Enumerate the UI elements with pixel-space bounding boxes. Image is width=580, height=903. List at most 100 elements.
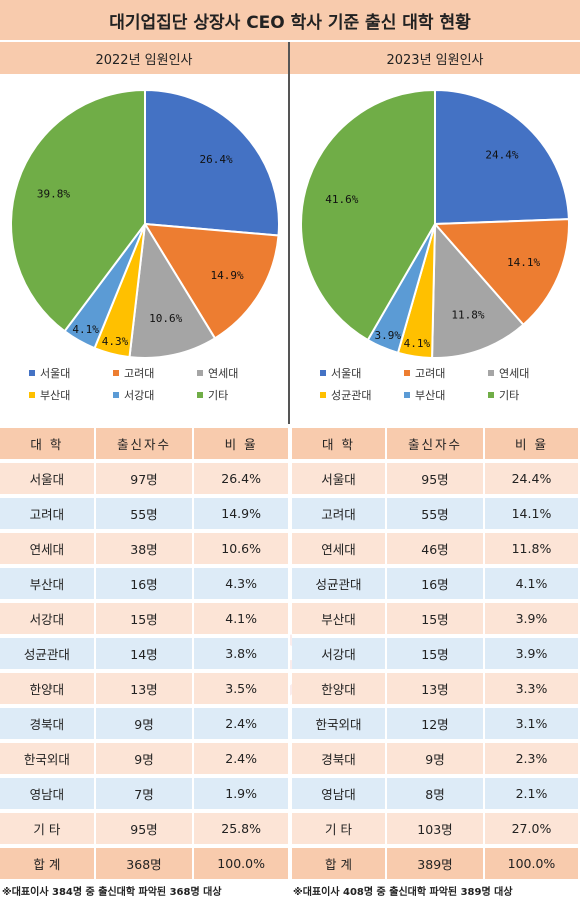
table-cell: 서강대 [292,638,388,673]
table-cell: 기 타 [0,813,96,848]
legend-swatch [113,392,119,398]
table-cell: 46명 [387,533,485,568]
table-cell: 고려대 [292,498,388,533]
pie-slice [432,218,570,327]
table-cell: 경북대 [292,743,388,778]
table-row: 서강대 15명 4.1% [0,603,290,638]
table-cell: 2.3% [484,743,580,778]
table-cell: 3.8% [194,638,290,673]
table-cell: 11.8% [484,533,580,568]
table-cell: 7명 [95,778,195,813]
table-row: 서강대 15명 3.9% [292,638,580,673]
legend-item: 성균관대 [320,387,382,403]
table-cell: 기 타 [292,813,388,848]
table-cell: 16명 [95,568,195,603]
table-cell: 55명 [387,498,485,533]
legend-item: 고려대 [404,365,466,381]
table-cell: 13명 [95,673,195,708]
legend-swatch [197,392,203,398]
table-cell: 95명 [95,813,195,848]
table-cell: 14.9% [194,498,290,533]
table-cell: 368명 [95,848,195,883]
chart-2022: 2022년 임원인사 26.4% 14.9% 10.6% 4.3% 4.1% 39.8% … [0,42,288,424]
table-cell: 26.4% [194,463,290,498]
pie-slice [10,88,146,333]
table-total-row: 합 계 368명 100.0% [0,848,290,883]
table-cell: 서울대 [292,463,388,498]
table-cell: 경북대 [0,708,96,743]
table-row: 연세대 46명 11.8% [292,533,580,568]
table-cell: 연세대 [0,533,96,568]
table-cell: 97명 [95,463,195,498]
table-row: 기 타 103명 27.0% [292,813,580,848]
table-row: 고려대 55명 14.1% [292,498,580,533]
legend-swatch [29,370,35,376]
table-row: 서울대 95명 24.4% [292,463,580,498]
table-header-row: 대 학 출신자수 비 율 [292,428,580,463]
legend-swatch [113,370,119,376]
legend-label: 고려대 [415,367,446,380]
table-row: 성균관대 14명 3.8% [0,638,290,673]
table-cell: 성균관대 [0,638,96,673]
table-cell: 한양대 [0,673,96,708]
legend-item: 서울대 [320,365,382,381]
table-cell: 9명 [95,743,195,778]
column-header: 대 학 [292,428,388,463]
data-label: 26.4% [200,153,233,166]
table-cell: 25.8% [194,813,290,848]
legend-item: 부산대 [29,387,91,403]
legend-label: 성균관대 [331,389,372,402]
legend-label: 연세대 [499,367,530,380]
data-label: 4.3% [102,335,129,348]
pie-slice [143,222,280,340]
table-cell: 합 계 [0,848,96,883]
table-cell: 합 계 [292,848,388,883]
divider [288,42,290,424]
table-cell: 103명 [387,813,485,848]
chart-title: 2022년 임원인사 [0,42,288,74]
table-cell: 1.9% [194,778,290,813]
data-label: 11.8% [451,309,484,322]
table-cell: 부산대 [0,568,96,603]
footnote: ※대표이사 408명 중 출신대학 파악된 389명 대상 [293,887,513,898]
data-label: 14.1% [507,256,540,269]
table-2022: 대 학 출신자수 비 율 서울대 97명 26.4% 고려대 55명 14.9% 연세대 38명 10… [0,428,290,883]
table-cell: 389명 [387,848,485,883]
data-label: 3.9% [375,329,402,342]
table-cell: 서울대 [0,463,96,498]
legend-label: 기타 [208,389,229,402]
legend-item: 서울대 [29,365,91,381]
legend-item: 서강대 [113,387,175,403]
table-cell: 2.4% [194,743,290,778]
table-row: 경북대 9명 2.4% [0,708,290,743]
column-header: 출신자수 [95,428,195,463]
table-cell: 4.3% [194,568,290,603]
table-header-row: 대 학 출신자수 비 율 [0,428,290,463]
table-cell: 한양대 [292,673,388,708]
table-cell: 9명 [387,743,485,778]
table-cell: 10.6% [194,533,290,568]
table-cell: 24.4% [484,463,580,498]
table-cell: 8명 [387,778,485,813]
table-cell: 9명 [95,708,195,743]
table-cell: 2.1% [484,778,580,813]
pie-chart: 26.4% 14.9% 10.6% 4.3%4.1% 39.8% [10,88,280,359]
table-cell: 15명 [95,603,195,638]
data-label: 10.6% [149,312,182,325]
table-row: 한국외대 12명 3.1% [292,708,580,743]
legend-row: 성균관대 부산대 기타 [290,384,580,406]
table-cell: 12명 [387,708,485,743]
table-cell: 3.9% [484,638,580,673]
table-row: 성균관대 16명 4.1% [292,568,580,603]
table-cell: 성균관대 [292,568,388,603]
chart-legend: 서울대 고려대 연세대 부산대 서강대 기타 [0,362,288,406]
legend-swatch [488,370,494,376]
table-cell: 4.1% [484,568,580,603]
pie-slice [434,88,570,226]
legend-label: 부산대 [40,389,71,402]
legend-label: 고려대 [124,367,155,380]
data-label: 4.1% [404,337,431,350]
data-label: 14.9% [210,269,243,282]
legend-swatch [404,392,410,398]
pie-chart: 24.4% 14.1% 11.8% 4.1%3.9% 41.6% [300,88,570,359]
